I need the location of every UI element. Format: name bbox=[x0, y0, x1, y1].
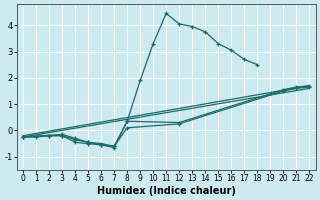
X-axis label: Humidex (Indice chaleur): Humidex (Indice chaleur) bbox=[97, 186, 236, 196]
